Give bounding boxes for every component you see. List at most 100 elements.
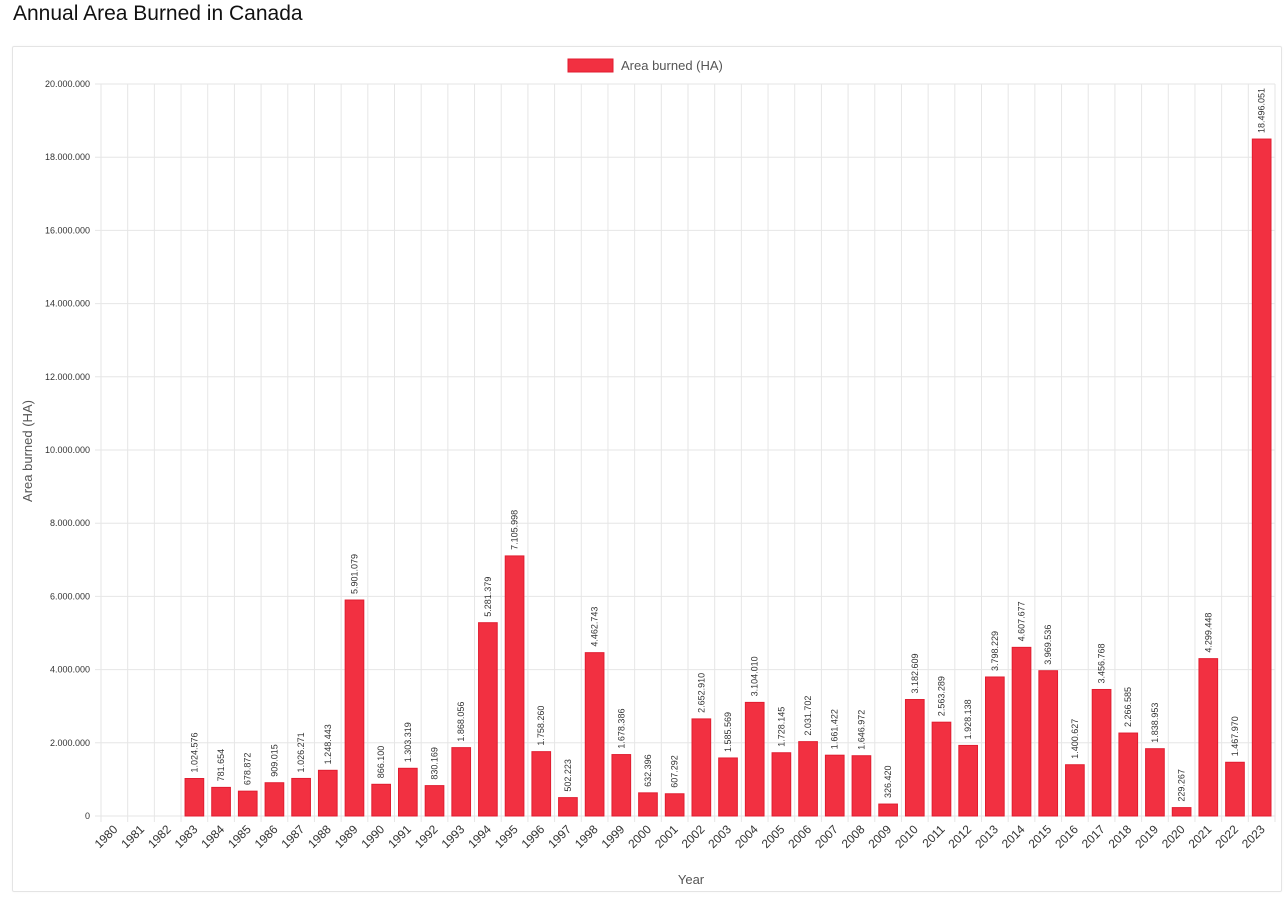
x-tick-label: 1998 [572, 822, 601, 851]
data-label-1997: 502.223 [563, 759, 573, 792]
y-tick-label: 20.000.000 [45, 79, 90, 89]
x-tick-label: 2021 [1186, 822, 1215, 851]
x-axis-title: Year [678, 872, 705, 887]
data-label-2013: 3.798.229 [990, 631, 1000, 671]
bar-2005[interactable] [771, 752, 792, 817]
data-label-2005: 1.728.145 [776, 707, 786, 747]
data-label-2001: 607.292 [670, 755, 680, 788]
bar-1988[interactable] [317, 769, 338, 817]
x-tick-label: 1996 [519, 822, 548, 851]
y-tick-label: 14.000.000 [45, 299, 90, 309]
gridlines [95, 83, 1276, 822]
bar-2020[interactable] [1171, 807, 1192, 817]
y-tick-label: 4.000.000 [50, 665, 90, 675]
data-label-2006: 2.031.702 [803, 696, 813, 736]
x-tick-label: 2016 [1052, 822, 1081, 851]
bar-1999[interactable] [611, 754, 632, 817]
x-tick-label: 2001 [652, 822, 681, 851]
bar-2007[interactable] [824, 754, 845, 817]
bars [184, 138, 1272, 817]
x-tick-label: 1982 [145, 822, 174, 851]
bar-2022[interactable] [1225, 761, 1245, 817]
data-label-2011: 2.563.289 [936, 676, 946, 716]
bar-2011[interactable] [931, 721, 952, 817]
bar-2001[interactable] [664, 793, 685, 817]
bar-1985[interactable] [237, 790, 258, 817]
bar-2018[interactable] [1118, 732, 1139, 817]
data-label-2002: 2.652.910 [696, 673, 706, 713]
x-tick-label: 1992 [412, 822, 441, 851]
bar-2014[interactable] [1011, 646, 1032, 817]
x-tick-label: 1993 [439, 822, 468, 851]
x-tick-label: 1990 [358, 822, 387, 851]
legend-label: Area burned (HA) [621, 58, 723, 73]
x-tick-label: 2014 [999, 822, 1028, 851]
bar-1995[interactable] [504, 555, 525, 817]
data-label-2014: 4.607.677 [1017, 601, 1027, 641]
x-tick-label: 1984 [198, 822, 227, 851]
data-label-2003: 1.585.569 [723, 712, 733, 752]
bar-2008[interactable] [851, 755, 872, 817]
data-label-1989: 5.901.079 [349, 554, 359, 594]
data-label-1996: 1.758.260 [536, 706, 546, 746]
bar-2004[interactable] [744, 701, 765, 817]
bar-2003[interactable] [718, 757, 738, 817]
x-tick-label: 2017 [1079, 822, 1108, 851]
x-tick-label: 1994 [465, 822, 494, 851]
bar-2013[interactable] [985, 676, 1005, 817]
bar-2012[interactable] [958, 744, 978, 817]
x-tick-label: 1997 [545, 822, 574, 851]
bar-2021[interactable] [1198, 658, 1219, 817]
data-label-2022: 1.467.970 [1230, 716, 1240, 756]
bar-2009[interactable] [878, 803, 898, 817]
bar-2017[interactable] [1091, 688, 1112, 817]
y-tick-label: 18.000.000 [45, 152, 90, 162]
bar-1997[interactable] [558, 797, 578, 817]
bar-1993[interactable] [451, 747, 472, 817]
x-tick-label: 2011 [919, 822, 947, 850]
chart-card: 0 2.000.000 4.000.000 6.000.000 8.000.000 10.… [12, 46, 1282, 892]
x-tick-label: 1995 [492, 822, 521, 851]
bar-2019[interactable] [1145, 748, 1165, 817]
x-tick-label: 1986 [252, 822, 281, 851]
data-label-2004: 3.104.010 [750, 656, 760, 696]
bar-2002[interactable] [691, 718, 712, 817]
y-tick-label: 8.000.000 [50, 518, 90, 528]
legend[interactable]: Area burned (HA) [567, 58, 723, 73]
x-tick-label: 2007 [812, 822, 841, 851]
data-label-2009: 326.420 [883, 766, 893, 799]
bar-2010[interactable] [904, 699, 925, 817]
bar-1992[interactable] [424, 785, 445, 817]
x-tick-label: 2006 [785, 822, 814, 851]
bar-1983[interactable] [184, 778, 205, 817]
data-labels: 1.024.576 781.654 678.872 909.015 1.026.271 1… [189, 88, 1266, 802]
y-tick-label: 16.000.000 [45, 225, 90, 235]
data-label-1994: 5.281.379 [483, 577, 493, 617]
bar-1998[interactable] [584, 652, 605, 817]
x-tick-label: 1981 [118, 822, 147, 851]
bar-2006[interactable] [798, 741, 818, 817]
bar-1994[interactable] [478, 622, 498, 817]
y-tick-labels: 0 2.000.000 4.000.000 6.000.000 8.000.000 10.… [45, 79, 90, 821]
bar-2000[interactable] [638, 792, 658, 817]
data-label-1999: 1.678.386 [616, 709, 626, 749]
bar-1991[interactable] [398, 767, 418, 817]
bar-2023[interactable] [1251, 138, 1272, 817]
data-label-2017: 3.456.768 [1097, 643, 1107, 683]
data-label-1988: 1.248.443 [323, 724, 333, 764]
x-tick-label: 1991 [385, 822, 414, 851]
bar-2015[interactable] [1038, 670, 1059, 817]
data-label-1986: 909.015 [269, 744, 279, 777]
bar-1986[interactable] [264, 782, 285, 817]
bar-1989[interactable] [344, 599, 365, 817]
x-tick-label: 2023 [1239, 822, 1268, 851]
x-tick-label: 1985 [225, 822, 254, 851]
bar-1996[interactable] [531, 751, 552, 817]
data-label-1984: 781.654 [216, 749, 226, 782]
bar-1990[interactable] [371, 783, 391, 817]
bar-1987[interactable] [291, 777, 311, 817]
data-label-2018: 2.266.585 [1123, 687, 1133, 727]
bar-2016[interactable] [1065, 764, 1085, 817]
x-tick-label: 1989 [332, 822, 361, 851]
bar-1984[interactable] [211, 786, 231, 817]
